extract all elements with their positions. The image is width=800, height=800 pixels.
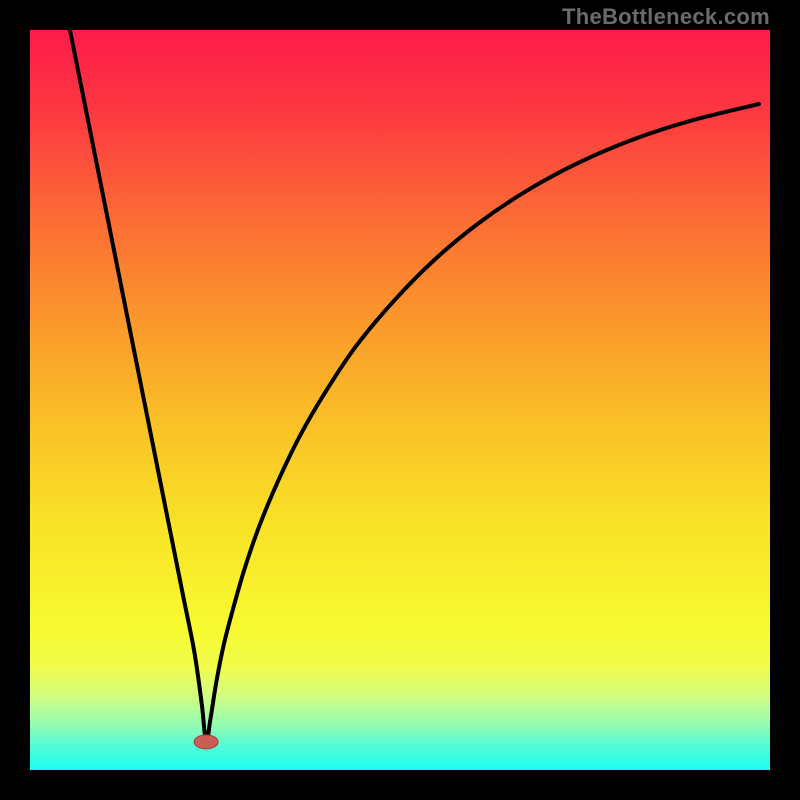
minimum-marker [194, 735, 218, 749]
plot-area [30, 30, 770, 770]
bottleneck-chart-svg [30, 30, 770, 770]
chart-frame: TheBottleneck.com [0, 0, 800, 800]
gradient-background [30, 30, 770, 770]
watermark-text: TheBottleneck.com [562, 4, 770, 30]
